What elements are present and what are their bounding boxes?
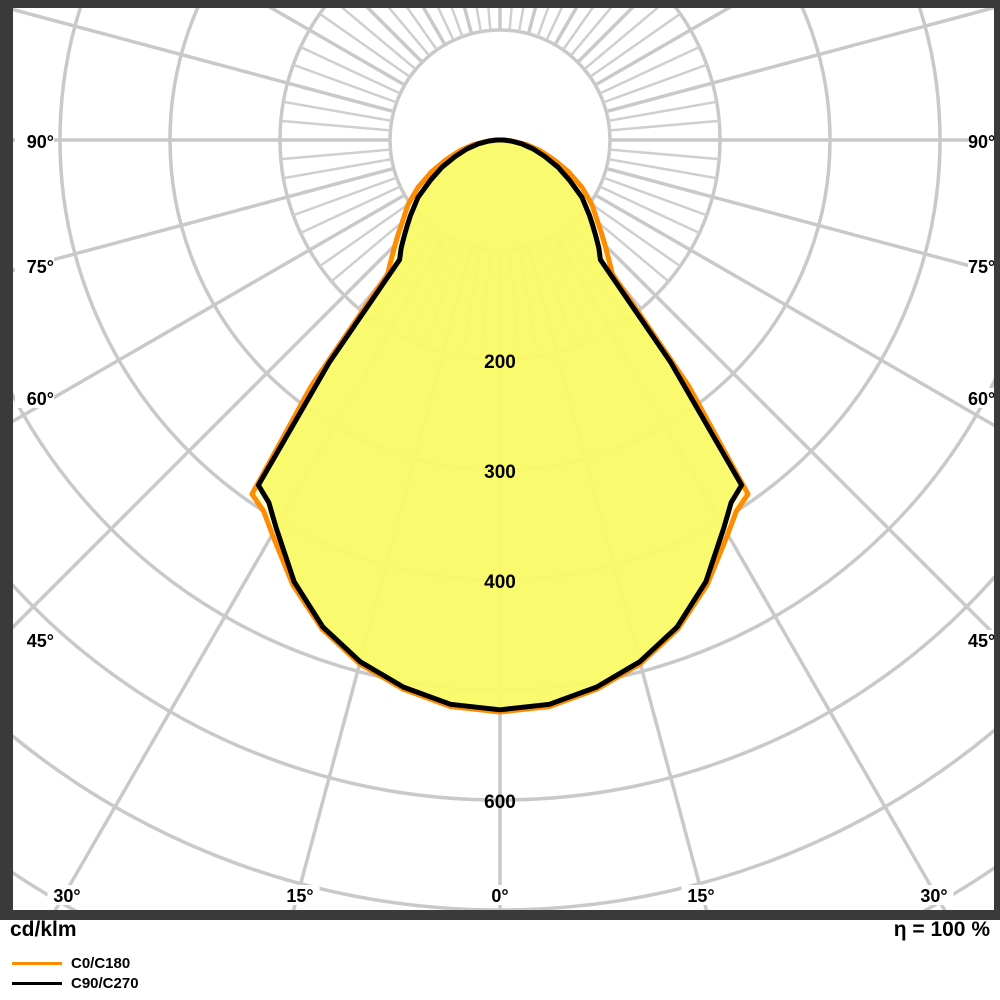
legend: C0/C180 C90/C270: [12, 953, 139, 993]
angle-label-left-75-bg: [15, 256, 54, 276]
angle-label-right-60-bg: [968, 388, 994, 408]
grid-radial-minor-175: [508, 8, 513, 31]
angle-label-right-90-bg: [968, 131, 994, 151]
grid-radial-60: [594, 193, 994, 428]
grid-radial-255: [13, 8, 395, 114]
grid-radial-minor-250: [292, 63, 398, 104]
grid-radial-minor-125: [589, 12, 681, 78]
angle-label-bottom-1-bg: [280, 885, 320, 905]
grid-radial-minor-185: [487, 8, 492, 31]
grid-radial-minor-170: [517, 8, 525, 32]
grid-radial-minor-70: [602, 176, 708, 217]
grid-radial-minor-85: [609, 148, 720, 161]
angle-label-bottom-1: 15°: [286, 886, 313, 906]
grid-radial-105: [605, 8, 994, 114]
c90-c270-curve: [255, 137, 745, 713]
grid-radial-300: [13, 193, 406, 424]
grid-radial-minor-130: [583, 8, 660, 71]
angle-label-right-60: 60°: [968, 389, 995, 409]
efficiency-label: η = 100 %: [893, 918, 990, 941]
angle-label-bottom-3: 15°: [687, 886, 714, 906]
angle-label-left-60-bg: [15, 388, 54, 408]
angle-label-bottom-4: 30°: [920, 886, 947, 906]
ring-label-400: 400: [484, 572, 516, 593]
ring-label-600: 600: [484, 792, 516, 813]
grid-radial-minor-245: [300, 45, 401, 95]
grid-radial-minor-280: [283, 157, 392, 180]
grid-radial-minor-115: [599, 45, 700, 95]
grid-radial-minor-260: [283, 100, 392, 123]
grid-radial-minor-110: [602, 63, 708, 104]
legend-label-c0-c180: C0/C180: [71, 954, 131, 972]
grid-radial-minor-205: [437, 8, 455, 41]
c0-c180-line-swatch: [12, 961, 62, 965]
grid-radial-minor-305: [319, 202, 411, 268]
angle-label-left-60: 60°: [27, 389, 54, 409]
grid-radial-minor-140: [569, 8, 613, 57]
legend-item-c0-c180: C0/C180: [12, 953, 139, 973]
grid-radial-75: [605, 166, 994, 275]
angle-label-right-75: 75°: [968, 257, 995, 277]
ring-label-200: 200: [484, 352, 516, 373]
grid-radial-315: [13, 216, 424, 630]
angle-label-right-45-bg: [968, 630, 994, 650]
grid-radial-minor-155: [545, 8, 563, 41]
angle-label-left-90-bg: [15, 131, 54, 151]
border-right: [994, 0, 1000, 920]
ring-label-300: 300: [484, 462, 516, 483]
unit-label: cd/klm: [10, 918, 77, 941]
angle-label-left-45-bg: [15, 630, 54, 650]
grid-radial-minor-235: [319, 12, 411, 78]
grid-radial-minor-295: [300, 185, 401, 235]
grid-radial-minor-65: [599, 185, 700, 235]
grid-radial-minor-160: [536, 8, 550, 38]
angle-label-bottom-2-bg: [486, 885, 514, 905]
grid-radial-minor-275: [280, 148, 391, 161]
legend-item-c90-c270: C90/C270: [12, 973, 139, 993]
angle-label-bottom-2: 0°: [491, 886, 508, 906]
grid-radial-minor-265: [280, 119, 391, 132]
grid-radial-minor-100: [608, 100, 717, 123]
grid-radial-minor-190: [475, 8, 483, 32]
angle-label-left-90: 90°: [27, 132, 54, 152]
border-left: [0, 0, 13, 920]
c90-c270-line-swatch: [12, 981, 62, 985]
grid-radial-minor-95: [609, 119, 720, 132]
angle-label-bottom-0: 30°: [53, 886, 80, 906]
grid-radial-minor-220: [387, 8, 431, 57]
angle-label-bottom-4-bg: [914, 885, 954, 905]
grid-radial-minor-55: [589, 202, 681, 268]
angle-label-right-45: 45°: [968, 631, 995, 651]
border-bottom: [0, 910, 1000, 920]
angle-label-bottom-3-bg: [681, 885, 721, 905]
angle-label-left-75: 75°: [27, 257, 54, 277]
grid-radial-minor-290: [292, 176, 398, 217]
angle-label-right-90: 90°: [968, 132, 995, 152]
angle-label-bottom-0-bg: [47, 885, 87, 905]
grid-radial-minor-80: [608, 157, 717, 180]
border-top: [0, 0, 1000, 8]
grid-radial-minor-215: [406, 8, 438, 51]
grid-radial-285: [13, 166, 395, 273]
grid-radial-minor-200: [450, 8, 464, 38]
angle-label-left-45: 45°: [27, 631, 54, 651]
grid-radial-minor-230: [340, 8, 417, 71]
angle-label-right-75-bg: [968, 256, 994, 276]
grid-radial-minor-145: [562, 8, 594, 51]
legend-label-c90-c270: C90/C270: [71, 974, 139, 992]
grid-radial-45: [576, 216, 994, 637]
